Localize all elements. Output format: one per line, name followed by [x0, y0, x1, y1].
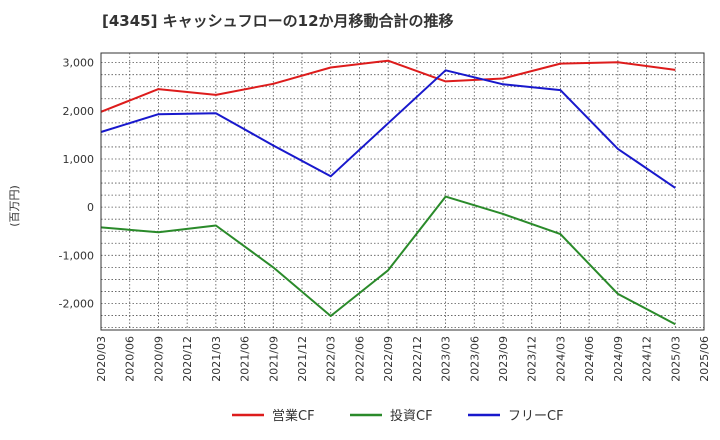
x-tick-label: 2024/06 — [583, 336, 596, 382]
y-tick-label: -2,000 — [59, 298, 94, 311]
x-tick-label: 2023/09 — [497, 336, 510, 382]
x-tick-label: 2021/06 — [239, 336, 252, 382]
x-tick-label: 2023/12 — [526, 336, 539, 382]
x-tick-label: 2024/09 — [612, 336, 625, 382]
y-tick-label: 3,000 — [63, 57, 95, 70]
series-line — [100, 69, 676, 189]
y-tick-label: 1,000 — [63, 153, 95, 166]
x-tick-label: 2022/09 — [382, 336, 395, 382]
grid-layer — [100, 53, 705, 330]
chart-title: [4345] キャッシュフローの12か月移動合計の推移 — [102, 12, 454, 30]
series-layer — [100, 59, 676, 326]
series-line — [100, 59, 676, 113]
y-axis-label: (百万円) — [8, 185, 21, 227]
plot-area — [101, 53, 704, 330]
legend-label: フリーCF — [508, 409, 564, 424]
y-tick-label: 0 — [87, 201, 94, 214]
x-tick-label: 2021/09 — [267, 336, 280, 382]
x-tick-label: 2024/12 — [641, 336, 654, 382]
axis-layer: 3,000 2,000 1,000 0 -1,000 -2,000 2020/03 2020/… — [59, 52, 711, 382]
x-tick-label: 2022/06 — [353, 336, 366, 382]
x-tick-label: 2021/12 — [296, 336, 309, 382]
x-tick-label: 2023/03 — [440, 336, 453, 382]
x-tick-label: 2025/06 — [698, 336, 711, 382]
x-tick-label: 2020/06 — [124, 336, 137, 382]
x-tick-label: 2023/06 — [468, 336, 481, 382]
x-tick-label: 2020/03 — [95, 336, 108, 382]
series-line — [100, 195, 676, 326]
x-tick-label: 2022/03 — [325, 336, 338, 382]
x-tick-label: 2020/12 — [181, 336, 194, 382]
legend-label: 営業CF — [272, 408, 315, 424]
y-tick-label: -1,000 — [59, 249, 94, 262]
legend: 営業CF 投資CF フリーCF — [232, 408, 564, 424]
legend-label: 投資CF — [390, 408, 433, 424]
x-tick-label: 2024/03 — [554, 336, 567, 382]
x-tick-label: 2022/12 — [411, 336, 424, 382]
x-tick-label: 2025/03 — [669, 336, 682, 382]
x-tick-label: 2021/03 — [210, 336, 223, 382]
plot-border — [100, 52, 705, 331]
x-tick-label: 2020/09 — [152, 336, 165, 382]
y-tick-label: 2,000 — [63, 105, 95, 118]
